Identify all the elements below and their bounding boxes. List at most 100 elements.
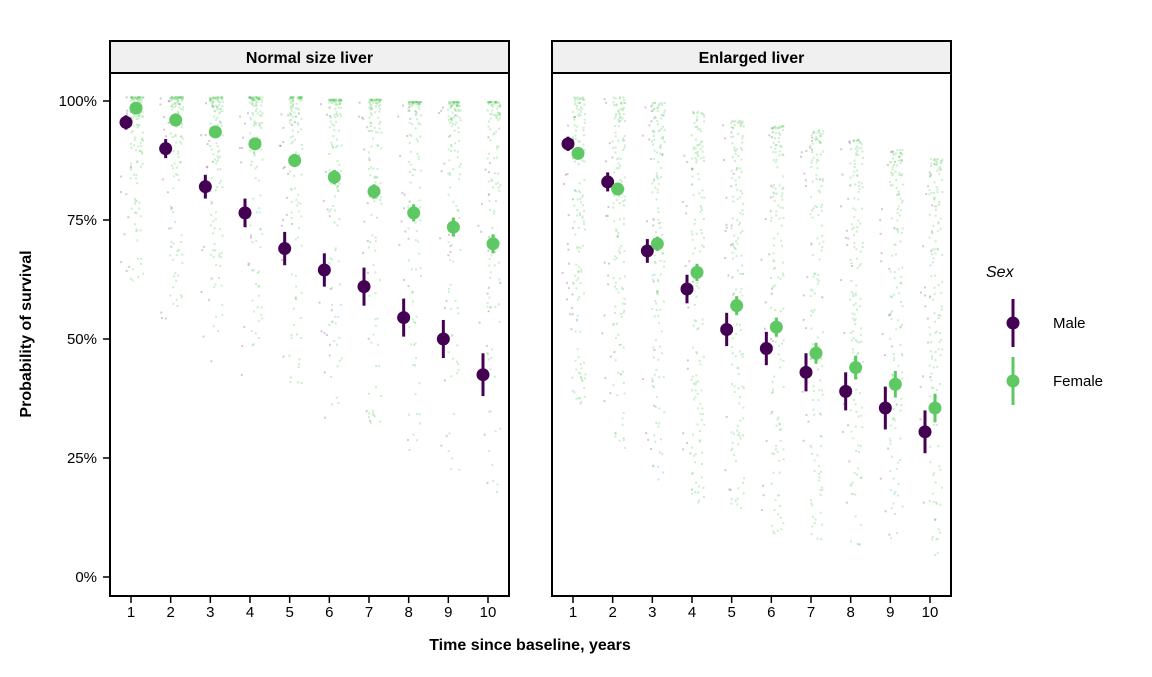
jitter-dot <box>290 119 293 121</box>
jitter-dot <box>159 103 162 106</box>
jitter-dot <box>699 148 702 151</box>
jitter-dot <box>243 325 246 328</box>
jitter-dot <box>330 98 333 101</box>
jitter-dot <box>177 97 180 99</box>
jitter-dot <box>740 507 742 510</box>
jitter-dot <box>571 136 574 139</box>
jitter-dot <box>856 377 859 379</box>
female-pointrange-year-3 <box>650 236 664 251</box>
jitter-dot <box>451 102 454 105</box>
jitter-dot <box>733 120 735 123</box>
jitter-dot <box>175 104 177 107</box>
jitter-dot <box>249 96 252 99</box>
jitter-dot <box>619 102 622 105</box>
jitter-dot <box>584 373 587 376</box>
jitter-dot <box>210 97 212 100</box>
jitter-dot <box>890 507 893 510</box>
jitter-dot <box>858 188 861 190</box>
jitter-dot <box>620 180 623 183</box>
jitter-dot <box>411 174 414 176</box>
jitter-dot <box>564 173 567 176</box>
jitter-dot <box>289 112 291 115</box>
jitter-dot <box>575 104 578 107</box>
jitter-dot <box>216 186 218 189</box>
jitter-dot <box>620 313 623 316</box>
jitter-dot <box>697 178 700 181</box>
jitter-dot <box>773 509 776 511</box>
jitter-dot <box>934 351 937 353</box>
jitter-dot <box>370 104 373 107</box>
jitter-dot <box>404 230 407 233</box>
jitter-dot <box>782 360 785 362</box>
jitter-dot <box>654 406 657 408</box>
jitter-dot <box>607 283 610 286</box>
jitter-dot <box>134 97 137 100</box>
jitter-dot <box>415 111 418 114</box>
jitter-dot <box>893 226 895 229</box>
jitter-dot <box>336 343 338 346</box>
jitter-dot <box>161 317 163 319</box>
jitter-dot <box>777 137 780 140</box>
jitter-dot <box>893 161 896 163</box>
jitter-dot <box>937 158 939 161</box>
jitter-dot <box>692 252 695 255</box>
jitter-dot <box>661 114 664 117</box>
jitter-dot <box>696 112 699 115</box>
jitter-dot <box>179 103 182 105</box>
jitter-dot <box>175 96 178 99</box>
jitter-dot <box>731 352 734 355</box>
jitter-dot <box>603 314 606 317</box>
jitter-dot <box>219 227 222 230</box>
jitter-dot <box>776 418 779 421</box>
jitter-dot <box>258 122 261 125</box>
jitter-dot <box>487 101 490 103</box>
jitter-dot <box>256 112 259 115</box>
jitter-dot <box>209 97 212 100</box>
jitter-dot <box>733 234 736 237</box>
jitter-dot <box>768 134 771 137</box>
jitter-dot <box>137 99 140 102</box>
jitter-dot <box>212 101 215 104</box>
jitter-dot <box>695 295 698 298</box>
jitter-dot <box>294 274 297 277</box>
jitter-dot <box>445 435 448 438</box>
jitter-dot <box>623 135 626 137</box>
jitter-dot <box>329 257 332 260</box>
jitter-dot <box>214 158 216 161</box>
jitter-dot <box>329 288 332 290</box>
jitter-dot <box>250 97 253 100</box>
jitter-dot <box>135 98 138 101</box>
jitter-dot <box>138 101 141 104</box>
jitter-dot <box>855 248 858 251</box>
jitter-dot <box>930 386 933 389</box>
jitter-dot <box>280 224 283 227</box>
jitter-dot <box>936 169 939 172</box>
jitter-dot <box>847 424 850 427</box>
jitter-dot <box>811 151 814 154</box>
jitter-dot <box>853 234 855 237</box>
jitter-dot <box>488 209 491 211</box>
jitter-dot <box>656 119 659 122</box>
jitter-dot <box>578 112 580 115</box>
jitter-dot <box>491 464 494 466</box>
jitter-dot <box>420 114 422 117</box>
jitter-dot <box>652 280 655 283</box>
jitter-dot <box>419 206 421 209</box>
jitter-dot <box>884 510 887 513</box>
jitter-dot <box>216 97 219 100</box>
jitter-dot <box>931 536 934 538</box>
jitter-dot <box>406 439 409 441</box>
jitter-dot <box>130 96 133 99</box>
male-pointrange-year-5 <box>278 231 292 266</box>
jitter-dot <box>699 413 702 415</box>
jitter-dot <box>333 195 336 198</box>
jitter-dot <box>166 191 169 194</box>
jitter-dot <box>937 167 940 170</box>
jitter-dot <box>577 277 580 280</box>
jitter-dot <box>255 104 258 107</box>
jitter-dot <box>782 217 785 219</box>
jitter-dot <box>654 116 657 119</box>
jitter-dot <box>416 101 419 104</box>
jitter-dot <box>771 136 773 139</box>
jitter-dot <box>612 277 615 279</box>
